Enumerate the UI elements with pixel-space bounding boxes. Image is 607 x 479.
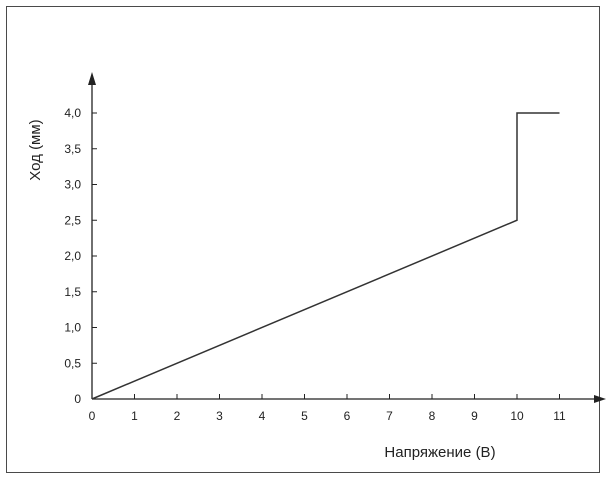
x-tick-label: 4	[259, 409, 266, 423]
x-tick-label: 10	[510, 409, 524, 423]
axes	[88, 72, 606, 403]
y-tick-label: 0	[74, 392, 81, 406]
x-tick-label: 8	[429, 409, 436, 423]
y-tick-label: 4,0	[64, 106, 81, 120]
y-axis-arrow	[88, 72, 96, 85]
x-axis-arrow	[594, 395, 606, 403]
x-tick-label: 6	[344, 409, 351, 423]
x-axis-title: Напряжение (В)	[384, 444, 495, 461]
x-tick-label: 1	[131, 409, 138, 423]
y-tick-label: 1,0	[64, 321, 81, 335]
x-tick-label: 5	[301, 409, 308, 423]
x-tick-label: 11	[553, 409, 566, 423]
y-axis-title: Ход (мм)	[27, 119, 44, 180]
x-tick-label: 2	[174, 409, 181, 423]
y-ticks: 0 0,5 1,0 1,5 2,0 2,5 3,0 3,5 4,0	[64, 106, 97, 406]
series-line	[91, 112, 560, 400]
y-tick-label: 2,5	[64, 213, 81, 227]
x-ticks: 0 1 2 3 4 5 6 7 8 9 10 11	[89, 394, 566, 423]
chart-frame	[6, 6, 600, 473]
y-tick-label: 3,5	[64, 142, 81, 156]
x-tick-label: 9	[471, 409, 478, 423]
y-tick-label: 2,0	[64, 249, 81, 263]
x-tick-label: 0	[89, 409, 96, 423]
x-tick-label: 3	[216, 409, 223, 423]
series-layer	[91, 112, 560, 400]
y-tick-label: 0,5	[64, 356, 81, 370]
x-tick-label: 7	[386, 409, 393, 423]
y-tick-label: 3,0	[64, 178, 81, 192]
y-tick-label: 1,5	[64, 285, 81, 299]
